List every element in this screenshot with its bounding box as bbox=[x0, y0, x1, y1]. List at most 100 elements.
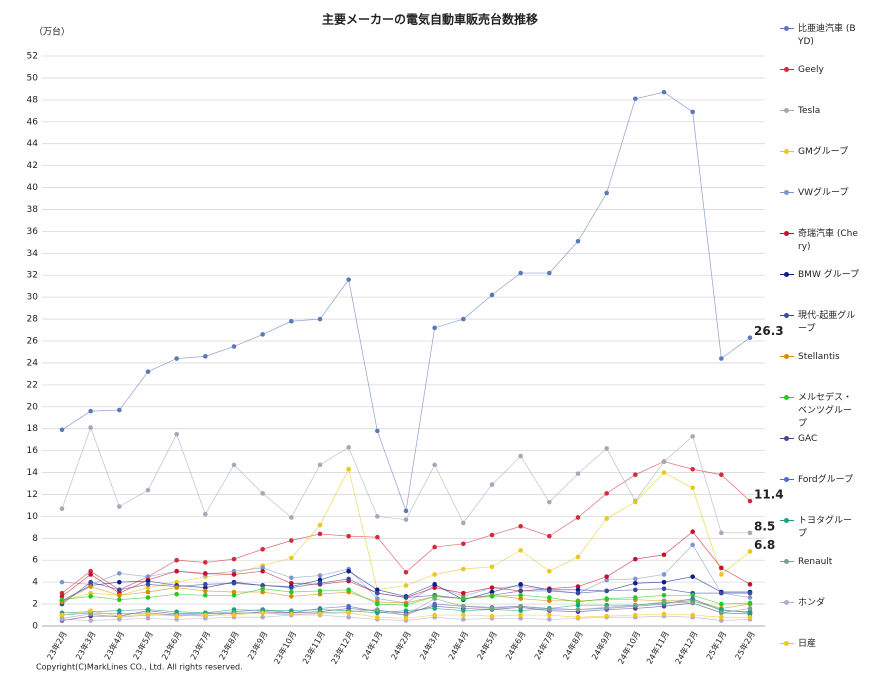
legend-label: 現代-起亜グループ bbox=[798, 311, 856, 334]
x-tick-label: 23年9月 bbox=[245, 629, 269, 661]
data-point bbox=[403, 602, 409, 608]
data-point bbox=[375, 596, 380, 601]
data-point bbox=[747, 530, 753, 536]
data-point bbox=[403, 508, 409, 514]
data-point bbox=[375, 614, 380, 620]
y-tick-label: 14 bbox=[27, 468, 39, 478]
data-point bbox=[317, 580, 323, 586]
data-point bbox=[489, 292, 495, 298]
legend-item: トヨタグループ bbox=[778, 512, 884, 553]
data-point bbox=[432, 601, 437, 607]
legend: 比亜迪汽車 (BYD) Geely Tesla GMグループ VWグループ 奇瑞汽車 (C… bbox=[778, 20, 884, 673]
data-point bbox=[346, 610, 351, 616]
end-label: 8.5 bbox=[754, 519, 775, 533]
data-point bbox=[117, 608, 122, 613]
data-point bbox=[145, 607, 151, 612]
data-point bbox=[403, 616, 409, 621]
data-point bbox=[260, 565, 265, 571]
x-tick-label: 23年7月 bbox=[188, 629, 212, 661]
data-point bbox=[260, 491, 265, 496]
data-point bbox=[633, 472, 638, 478]
data-point bbox=[88, 608, 93, 613]
x-tick-label: 24年5月 bbox=[475, 629, 499, 661]
data-point bbox=[231, 572, 237, 577]
x-tick-label: 23年4月 bbox=[102, 629, 126, 661]
data-point bbox=[461, 520, 466, 526]
data-point bbox=[575, 587, 581, 593]
data-point bbox=[88, 568, 93, 574]
data-point bbox=[375, 607, 380, 612]
x-tick-label: 24年4月 bbox=[446, 629, 470, 661]
x-tick-label: 23年2月 bbox=[45, 629, 69, 661]
x-tick-label: 24年3月 bbox=[417, 629, 441, 661]
legend-marker bbox=[784, 190, 789, 195]
data-point bbox=[203, 560, 208, 565]
data-point bbox=[518, 603, 523, 609]
data-point bbox=[518, 608, 523, 613]
data-point bbox=[203, 582, 208, 587]
data-point bbox=[719, 607, 724, 612]
data-point bbox=[403, 595, 409, 600]
y-tick-label: 44 bbox=[27, 139, 39, 149]
legend-label: Tesla bbox=[798, 106, 821, 116]
data-point bbox=[346, 614, 351, 620]
data-point bbox=[719, 572, 724, 577]
data-point bbox=[661, 552, 667, 558]
data-point bbox=[575, 607, 581, 612]
legend-label: GAC bbox=[798, 434, 818, 444]
legend-item: 比亜迪汽車 (BYD) bbox=[778, 20, 884, 61]
data-point bbox=[289, 585, 294, 590]
data-point bbox=[661, 593, 667, 598]
data-point bbox=[260, 610, 265, 616]
y-tick-label: 32 bbox=[27, 271, 38, 281]
data-point bbox=[317, 462, 323, 468]
data-point bbox=[346, 277, 351, 282]
data-point bbox=[403, 583, 409, 588]
y-tick-label: 24 bbox=[27, 358, 39, 368]
data-point bbox=[231, 589, 237, 595]
data-point bbox=[260, 568, 265, 574]
data-point bbox=[661, 579, 667, 585]
data-point bbox=[661, 89, 667, 95]
data-point bbox=[231, 580, 237, 586]
data-point bbox=[518, 616, 523, 621]
data-point bbox=[203, 354, 208, 359]
x-tick-label: 24年1月 bbox=[360, 629, 384, 661]
data-point bbox=[461, 541, 466, 547]
data-point bbox=[633, 499, 638, 505]
y-tick-label: 22 bbox=[27, 380, 38, 390]
data-point bbox=[461, 316, 466, 322]
data-point bbox=[547, 588, 552, 594]
data-point bbox=[432, 606, 437, 611]
data-point bbox=[661, 586, 667, 592]
series bbox=[59, 586, 753, 608]
y-tick-label: 4 bbox=[32, 578, 38, 588]
data-point bbox=[432, 596, 437, 601]
data-point bbox=[145, 487, 151, 493]
data-point bbox=[489, 594, 495, 599]
data-point bbox=[489, 585, 495, 590]
legend-label: 日産 bbox=[798, 639, 817, 649]
data-point bbox=[317, 531, 323, 537]
data-point bbox=[289, 318, 294, 324]
legend-marker bbox=[784, 436, 789, 441]
legend-item: GAC bbox=[778, 430, 884, 471]
legend-marker bbox=[784, 477, 789, 482]
data-point bbox=[518, 582, 523, 587]
data-point bbox=[690, 109, 695, 115]
legend-item: Geely bbox=[778, 61, 884, 102]
x-tick-label: 24年2月 bbox=[389, 629, 413, 661]
data-point bbox=[690, 600, 695, 606]
data-point bbox=[88, 590, 93, 596]
data-point bbox=[604, 190, 609, 196]
data-point bbox=[547, 533, 552, 539]
data-point bbox=[690, 612, 695, 618]
data-point bbox=[88, 572, 93, 577]
legend-label: 奇瑞汽車 (Chery) bbox=[798, 229, 858, 252]
series bbox=[59, 89, 753, 514]
data-point bbox=[604, 491, 609, 496]
data-point bbox=[117, 579, 122, 585]
data-point bbox=[145, 574, 151, 579]
